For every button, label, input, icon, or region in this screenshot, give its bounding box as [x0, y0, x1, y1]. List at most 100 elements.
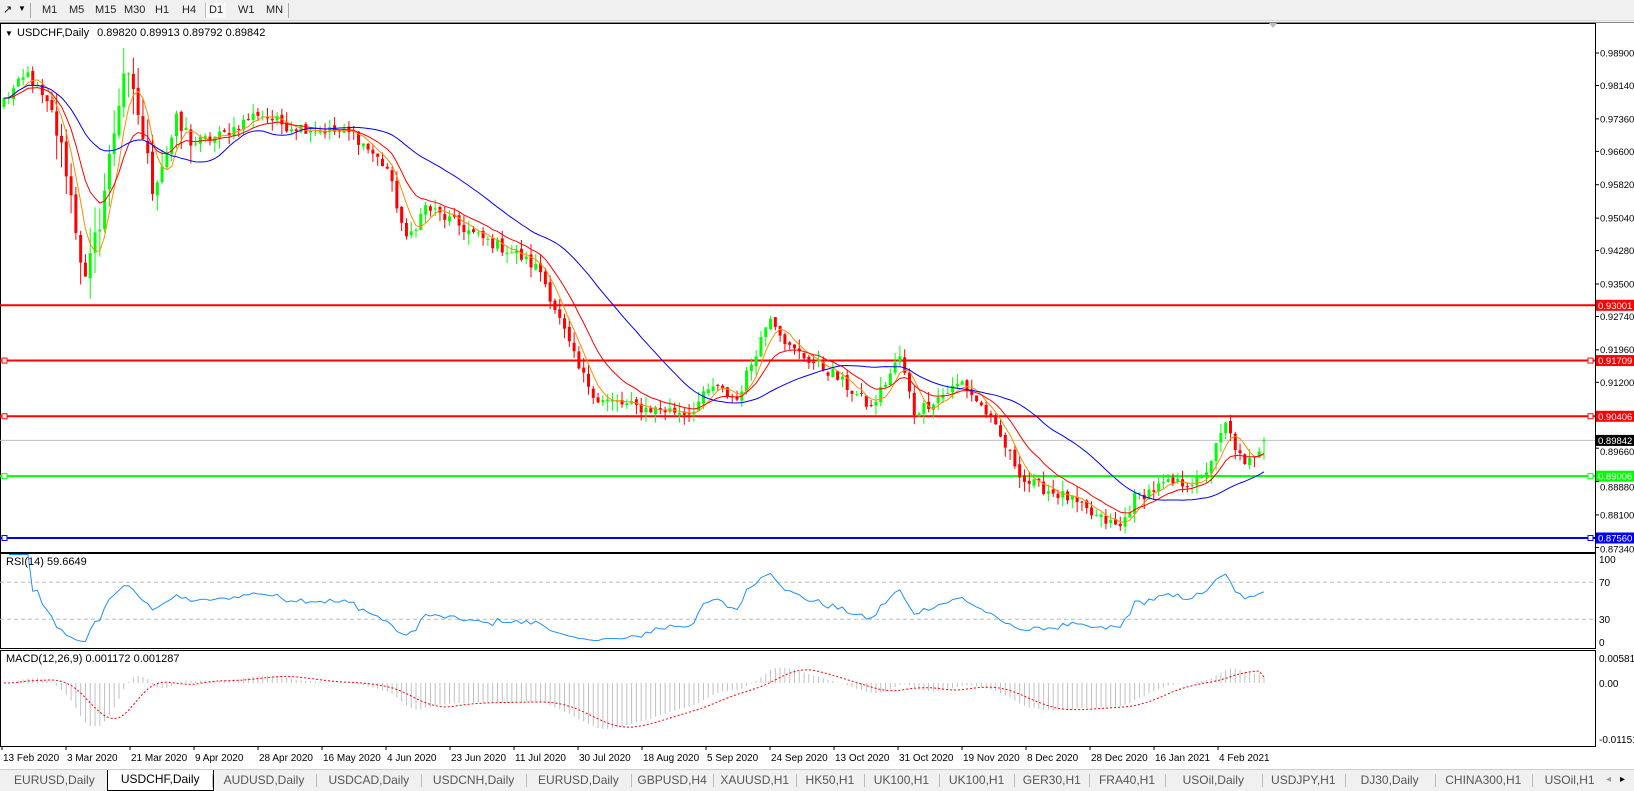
dropdown-arrow-icon[interactable]: ▼	[18, 4, 26, 13]
candle-body	[826, 372, 830, 376]
main-pane-frame	[0, 23, 1596, 553]
candle-body	[931, 404, 935, 411]
tab-divider	[526, 774, 527, 787]
chart-tab[interactable]: XAUUSD,H1	[720, 773, 790, 787]
price-tick-label: 0.95820	[1600, 180, 1634, 191]
chart-tab[interactable]: USDJPY,H1	[1271, 773, 1336, 787]
chart-tab[interactable]: CHINA300,H1	[1445, 773, 1522, 787]
candle-body	[1176, 478, 1180, 482]
collapse-arrow-icon[interactable]: ▼	[5, 29, 13, 38]
timeframe-m15[interactable]: M15	[95, 4, 117, 16]
candle-body	[577, 351, 581, 369]
candle-body	[845, 375, 849, 390]
chart-tab[interactable]: USDCHF,Daily	[106, 770, 214, 791]
candle-body	[759, 337, 763, 357]
candle-body	[481, 230, 485, 239]
chart-tab[interactable]: UK100,H1	[873, 773, 930, 787]
chart-tab[interactable]: GER30,H1	[1022, 773, 1081, 787]
candle-body	[79, 234, 83, 263]
candle-body	[519, 248, 523, 260]
candle-body	[649, 408, 653, 413]
level-handle-icon[interactable]	[1587, 473, 1594, 480]
candle-body	[309, 130, 313, 133]
level-handle-icon[interactable]	[1, 413, 8, 420]
chart-tab[interactable]: DJ30,Daily	[1360, 773, 1419, 787]
chart-tab[interactable]: USDCAD,Daily	[328, 773, 410, 787]
candle-body	[1090, 507, 1094, 516]
timeframe-w1[interactable]: W1	[238, 4, 255, 16]
price-tick-label: 0.88100	[1600, 510, 1634, 521]
scroll-tabs-left-icon[interactable]: ◂	[1606, 770, 1618, 790]
timeframe-m30[interactable]: M30	[124, 4, 146, 16]
level-handle-icon[interactable]	[1587, 535, 1594, 542]
candle-body	[1147, 489, 1151, 498]
date-tick-label: 5 Sep 2020	[707, 753, 759, 764]
candle-body	[160, 166, 164, 183]
candle-body	[1157, 483, 1161, 492]
date-tick-label: 31 Oct 2020	[899, 753, 954, 764]
candle-body	[864, 395, 868, 407]
tab-divider	[1014, 774, 1016, 787]
level-handle-icon[interactable]	[1, 473, 8, 480]
timeframe-mn[interactable]: MN	[266, 4, 284, 16]
candle-body	[371, 149, 375, 154]
candle-body	[1190, 485, 1194, 487]
candle-body	[98, 229, 102, 232]
candle-body	[941, 394, 945, 399]
candle-body	[151, 151, 155, 194]
timeframe-m1[interactable]: M1	[42, 4, 58, 16]
chart-tab[interactable]: AUDUSD,Daily	[223, 773, 305, 787]
candle-body	[955, 383, 959, 387]
chart-tab[interactable]: GBPUSD,H4	[637, 773, 707, 787]
candle-body	[457, 215, 461, 226]
chart-tab[interactable]: USOil,H1	[1544, 773, 1595, 787]
price-tick-label: 0.93500	[1600, 279, 1634, 290]
chart-tab[interactable]: EURUSD,Daily	[538, 773, 619, 787]
price-tick-label: 0.91200	[1600, 378, 1634, 389]
candle-body	[965, 380, 969, 391]
candle-body	[601, 400, 605, 403]
candle-body	[615, 401, 619, 403]
candle-body	[975, 395, 979, 402]
candle-body	[208, 136, 212, 141]
level-handle-icon[interactable]	[1, 535, 8, 542]
chart-shift-marker-icon[interactable]	[1269, 23, 1277, 28]
chart-tab[interactable]: EURUSD,Daily	[14, 773, 95, 787]
candle-body	[567, 326, 571, 342]
candle-body	[812, 361, 816, 363]
chart-tab[interactable]: USDCNH,Daily	[432, 773, 515, 787]
level-handle-icon[interactable]	[1, 357, 8, 364]
rsi-label: RSI(14) 59.6649	[6, 556, 87, 568]
date-tick-label: 13 Oct 2020	[835, 753, 890, 764]
candle-body	[874, 401, 878, 406]
candle-body	[170, 137, 174, 155]
timeframe-h1[interactable]: H1	[155, 4, 170, 16]
candle-body	[610, 400, 614, 402]
chart-tab[interactable]: HK50,H1	[805, 773, 855, 787]
chart-canvas[interactable]: 0.93001 0.91709 0.90406 0.89006 0.87560 0.898…	[0, 0, 1634, 769]
scroll-tabs-right-icon[interactable]: ▸	[1620, 770, 1632, 790]
chart-tab[interactable]: UK100,H1	[948, 773, 1005, 787]
tab-divider	[1164, 774, 1166, 787]
level-handle-icon[interactable]	[1587, 357, 1594, 364]
candle-body	[816, 360, 820, 362]
chart-window[interactable]	[0, 22, 1634, 769]
macd-tick-label: -0.01151	[1599, 735, 1634, 746]
candle-body	[1066, 491, 1070, 501]
timeframe-m5[interactable]: M5	[69, 4, 85, 16]
candle-body	[376, 153, 380, 157]
candle-body	[979, 402, 983, 406]
level-handle-icon[interactable]	[1587, 413, 1594, 420]
timeframe-h4[interactable]: H4	[182, 4, 197, 16]
chart-tab[interactable]: USOil,Daily	[1182, 773, 1244, 787]
chart-tab[interactable]: FRA40,H1	[1098, 773, 1155, 787]
candle-body	[539, 263, 543, 273]
timeframe-d1[interactable]: D1	[205, 3, 227, 18]
candle-body	[1094, 515, 1098, 517]
candle-body	[783, 334, 787, 345]
candle-body	[227, 133, 231, 136]
candle-body	[452, 214, 456, 217]
candle-body	[1137, 492, 1141, 494]
line-studies-icon[interactable]: ↗	[3, 4, 13, 16]
candle-body	[174, 113, 178, 137]
